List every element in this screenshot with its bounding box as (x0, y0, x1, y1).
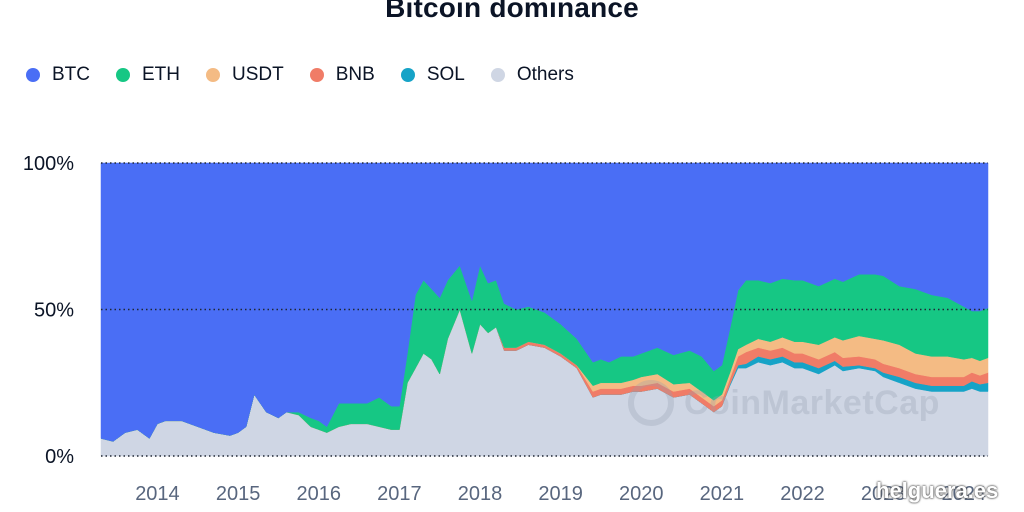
legend-label-sol: SOL (426, 64, 465, 85)
legend-swatch-btc (26, 68, 40, 82)
coinmarketcap-logo-icon (628, 380, 674, 426)
chart-legend: BTC ETH USDT BNB SOL Others (26, 64, 574, 86)
x-tick-label: 2015 (216, 483, 261, 505)
x-tick-label: 2021 (700, 483, 745, 505)
x-tick-label: 2016 (296, 483, 341, 505)
x-tick-label: 2020 (619, 483, 664, 505)
x-tick-label: 2023 (861, 483, 906, 505)
legend-swatch-others (490, 68, 505, 82)
x-tick-label: 2014 (135, 483, 180, 505)
watermark-text: CoinMarketCap (684, 383, 940, 422)
legend-label-usdt: USDT (232, 64, 284, 85)
x-axis: 2014 2015 2016 2017 2018 2019 2020 2021 2022 2023… (135, 483, 986, 505)
legend-item-sol[interactable]: SOL (400, 64, 465, 86)
legend-swatch-bnb (309, 68, 324, 82)
y-tick-label: 50% (34, 300, 74, 322)
legend-swatch-sol (400, 68, 415, 82)
x-tick-label: 2018 (458, 483, 503, 505)
legend-label-eth: ETH (142, 64, 180, 85)
area-series-group (100, 162, 989, 457)
legend-item-bnb[interactable]: BNB (309, 64, 375, 86)
x-tick-label: 2022 (780, 483, 825, 505)
gridlines (101, 162, 988, 457)
legend-label-bnb: BNB (335, 64, 375, 85)
legend-swatch-eth (116, 68, 130, 82)
legend-swatch-usdt (206, 68, 220, 82)
y-axis: 0% 50% 100% (23, 153, 74, 468)
legend-label-others: Others (516, 64, 574, 85)
legend-item-others[interactable]: Others (490, 64, 574, 86)
credit-text: helguera.es (876, 478, 999, 503)
legend-label-btc: BTC (52, 64, 90, 85)
x-tick-label: 2019 (538, 483, 583, 505)
x-tick-label: 2017 (377, 483, 422, 505)
legend-item-btc[interactable]: BTC (26, 64, 90, 86)
legend-item-usdt[interactable]: USDT (206, 64, 284, 86)
y-tick-label: 0% (45, 446, 74, 468)
watermark: CoinMarketCap (628, 380, 940, 426)
chart-title: Bitcoin dominance (385, 0, 639, 23)
x-tick-label: 2024 (942, 483, 987, 505)
legend-item-eth[interactable]: ETH (116, 64, 180, 86)
y-tick-label: 100% (23, 153, 74, 175)
